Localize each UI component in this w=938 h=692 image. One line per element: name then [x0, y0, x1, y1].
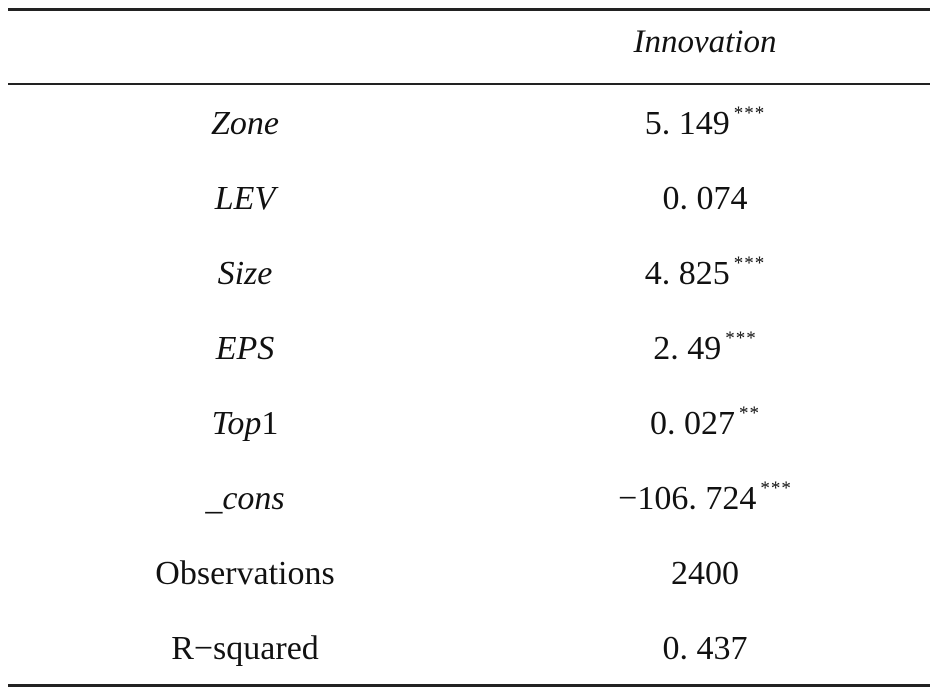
row-label-text: Top [211, 405, 262, 442]
row-value: 0. 074 [560, 161, 850, 236]
row-label: Top1 [90, 386, 400, 461]
row-label: Size [90, 236, 400, 311]
row-value: 0. 027 ** [560, 386, 850, 461]
table-row: Top1 0. 027 ** [0, 386, 938, 461]
row-label-text: Size [217, 255, 273, 292]
row-label: Zone [90, 86, 400, 161]
row-value: 2400 [560, 536, 850, 611]
header-rule [8, 83, 930, 85]
row-label: _cons [90, 461, 400, 536]
table-row: R−squared 0. 437 [0, 611, 938, 686]
significance-stars: *** [725, 328, 757, 349]
row-label: R−squared [90, 611, 400, 686]
coefficient-value: 0. 027 [650, 405, 735, 442]
table-row: LEV 0. 074 [0, 161, 938, 236]
row-label-text: _cons [205, 480, 285, 517]
significance-stars: *** [760, 478, 792, 499]
bottom-rule [8, 684, 930, 687]
column-header-innovation: Innovation [633, 24, 777, 60]
row-label: EPS [90, 311, 400, 386]
row-value: 4. 825 *** [560, 236, 850, 311]
row-value: 0. 437 [560, 611, 850, 686]
row-label-text: R−squared [171, 630, 319, 667]
row-label-text: LEV [214, 180, 276, 217]
row-label-text: Zone [211, 105, 279, 142]
coefficient-value: 0. 437 [662, 630, 748, 667]
coefficient-value: 2400 [671, 555, 739, 592]
table-row: Zone 5. 149 *** [0, 86, 938, 161]
significance-stars: *** [733, 253, 766, 274]
row-label: Observations [90, 536, 400, 611]
coefficient-value: 4. 825 [644, 255, 730, 292]
row-value: −106. 724 *** [560, 461, 850, 536]
row-value: 5. 149 *** [560, 86, 850, 161]
coefficient-value: 0. 074 [662, 180, 748, 217]
row-label-suffix: 1 [261, 405, 279, 442]
top-rule [8, 8, 930, 11]
table-row: Size 4. 825 *** [0, 236, 938, 311]
coefficient-value: 2. 49 [653, 330, 722, 367]
row-value: 2. 49 *** [560, 311, 850, 386]
significance-stars: ** [739, 403, 760, 424]
row-label-text: Observations [155, 555, 335, 592]
row-label: LEV [90, 161, 400, 236]
table-row: _cons −106. 724 *** [0, 461, 938, 536]
coefficient-value: −106. 724 [618, 480, 757, 517]
table-row: Observations 2400 [0, 536, 938, 611]
coefficient-value: 5. 149 [644, 105, 730, 142]
significance-stars: *** [733, 103, 766, 124]
table-row: EPS 2. 49 *** [0, 311, 938, 386]
row-label-text: EPS [215, 330, 275, 367]
